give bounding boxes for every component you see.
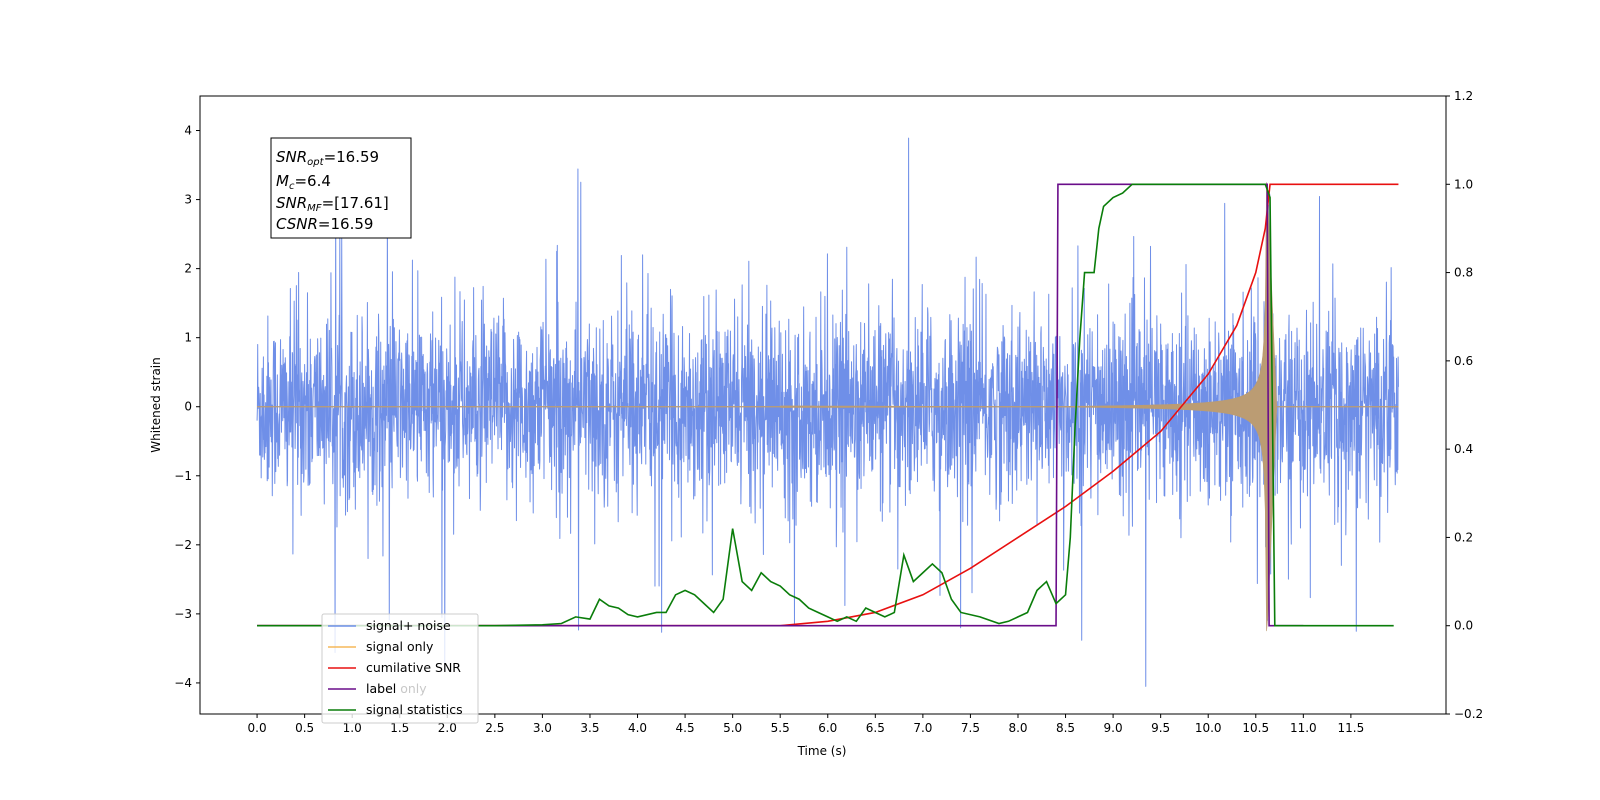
- y-tick-label: 3: [184, 193, 192, 207]
- x-tick-label: 4.0: [628, 721, 647, 735]
- x-tick-label: 11.0: [1290, 721, 1317, 735]
- y-right-tick-label: −0.2: [1454, 707, 1483, 721]
- legend-item-cumilative-snr: cumilative SNR: [328, 660, 461, 675]
- x-tick-label: 0.5: [295, 721, 314, 735]
- y-right-tick-label: 0.0: [1454, 619, 1473, 633]
- x-tick-label: 2.5: [485, 721, 504, 735]
- x-tick-label: 8.5: [1056, 721, 1075, 735]
- plot-area: [256, 137, 1399, 687]
- svg-text:label only: label only: [366, 681, 427, 696]
- annotation-box: SNRopt=16.59 Mc=6.4 SNRMF=[17.61] CSNR=1…: [270, 137, 412, 239]
- x-tick-label: 11.5: [1338, 721, 1365, 735]
- y-axis-label: Whitened strain: [149, 357, 163, 453]
- x-tick-label: 7.0: [913, 721, 932, 735]
- x-tick-label: 9.0: [1104, 721, 1123, 735]
- x-tick-label: 2.0: [438, 721, 457, 735]
- annotation-csnr: CSNR=16.59: [276, 215, 373, 233]
- x-tick-label: 1.0: [343, 721, 362, 735]
- y-right-tick-label: 0.4: [1454, 442, 1473, 456]
- x-axis-label: Time (s): [797, 744, 847, 758]
- svg-text:signal only: signal only: [366, 639, 434, 654]
- x-tick-label: 8.0: [1008, 721, 1027, 735]
- y-right-tick-label: 0.6: [1454, 354, 1473, 368]
- x-tick-label: 3.0: [533, 721, 552, 735]
- y-tick-label: 4: [184, 124, 192, 138]
- y-tick-label: 0: [184, 400, 192, 414]
- y-tick-label: −3: [174, 607, 192, 621]
- svg-text:cumilative SNR: cumilative SNR: [366, 660, 461, 675]
- y-axis-right: −0.2 0.0 0.2 0.4 0.6 0.8 1.0 1.2: [1446, 89, 1483, 721]
- x-tick-label: 6.5: [866, 721, 885, 735]
- y-tick-label: −2: [174, 538, 192, 552]
- annotation-snr-opt: SNRopt=16.59: [276, 148, 379, 168]
- x-tick-label: 1.5: [390, 721, 409, 735]
- x-tick-label: 0.0: [248, 721, 267, 735]
- svg-text:label: label: [366, 681, 396, 696]
- legend-item-label: label: [328, 681, 396, 696]
- annotation-snr-mf: SNRMF=[17.61]: [276, 194, 389, 214]
- y-tick-label: 2: [184, 262, 192, 276]
- x-axis: 0.0 0.5 1.0 1.5 2.0 2.5 3.0 3.5 4.0 4.5 5.0 5.5 6.0 6…: [248, 714, 1365, 735]
- y-right-tick-label: 0.2: [1454, 530, 1473, 544]
- legend-item-label-only: label only: [366, 681, 427, 696]
- x-tick-label: 9.5: [1151, 721, 1170, 735]
- legend-item-signal-noise: signal+ noise: [328, 618, 451, 633]
- y-axis-left: −4 −3 −2 −1 0 1 2 3 4: [174, 124, 200, 690]
- x-tick-label: 3.5: [580, 721, 599, 735]
- x-tick-label: 7.5: [961, 721, 980, 735]
- x-tick-label: 10.5: [1242, 721, 1269, 735]
- y-tick-label: −1: [174, 469, 192, 483]
- svg-text:signal statistics: signal statistics: [366, 702, 463, 717]
- x-tick-label: 5.5: [771, 721, 790, 735]
- y-tick-label: 1: [184, 331, 192, 345]
- annotation-mc: Mc=6.4: [276, 172, 331, 192]
- series-line-signal-statistics: [257, 183, 1394, 627]
- y-tick-label: −4: [174, 676, 192, 690]
- legend-item-signal-only: signal only: [328, 639, 434, 654]
- legend-item-signal-statistics: signal statistics: [328, 702, 463, 717]
- x-tick-label: 5.0: [723, 721, 742, 735]
- x-tick-label: 6.0: [818, 721, 837, 735]
- svg-text:signal+ noise: signal+ noise: [366, 618, 451, 633]
- legend: signal+ noise signal only cumilative SNR…: [321, 613, 479, 724]
- plot-frame: [199, 95, 1447, 715]
- x-tick-label: 4.5: [676, 721, 695, 735]
- series-line-signal-noise: [256, 137, 1399, 687]
- y-right-tick-label: 1.2: [1454, 89, 1473, 103]
- y-right-tick-label: 0.8: [1454, 266, 1473, 280]
- y-right-tick-label: 1.0: [1454, 177, 1473, 191]
- x-tick-label: 10.0: [1195, 721, 1222, 735]
